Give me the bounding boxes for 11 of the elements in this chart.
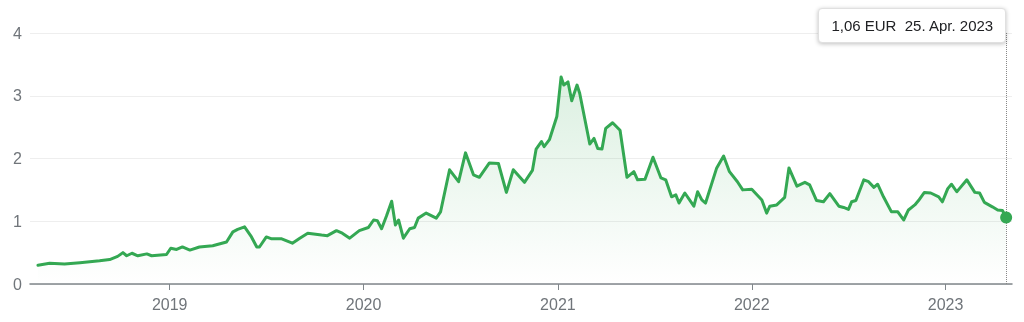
x-tick-label: 2023 [927, 295, 964, 313]
y-tick-label: 2 [13, 150, 23, 167]
y-tick-label: 1 [13, 212, 23, 230]
x-tick-label: 2020 [345, 295, 382, 313]
y-tick-label: 4 [13, 24, 23, 42]
x-tick-label: 2021 [540, 295, 576, 313]
x-tick-label: 2019 [151, 295, 188, 313]
x-tick-label: 2022 [733, 295, 770, 313]
y-tick-label: 0 [13, 275, 23, 293]
annotation: 1,06 EUR 25. Apr. 2023 [818, 8, 1007, 43]
y-tick-label: 3 [13, 87, 23, 105]
